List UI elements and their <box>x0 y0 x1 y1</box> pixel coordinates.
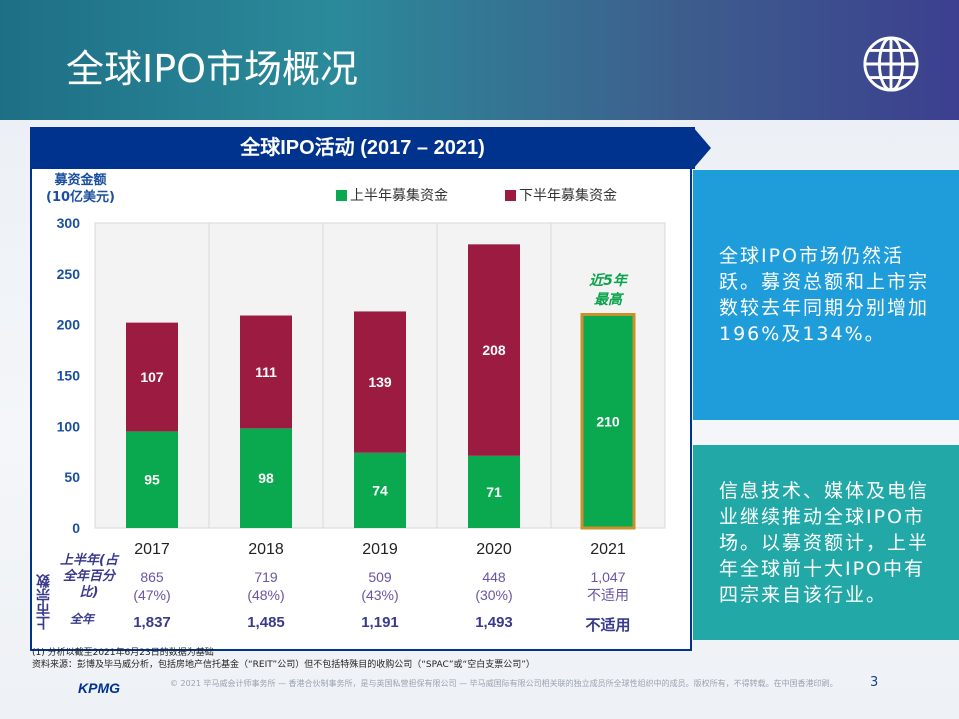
legend-h1: 上半年募集资金 <box>336 185 448 205</box>
page-number: 3 <box>870 675 879 690</box>
copyright: © 2021 毕马威会计师事务所 — 香港合伙制事务所，是与英国私营担保有限公司… <box>170 679 838 688</box>
bar-h2 <box>240 315 292 429</box>
h1-listings: 448 <box>482 569 506 585</box>
legend-label-h1: 上半年募集资金 <box>350 188 448 204</box>
y-tick-label: 250 <box>57 266 81 282</box>
header-banner <box>0 0 959 120</box>
banner-arrow <box>693 127 711 169</box>
h1-listings: 509 <box>368 569 392 585</box>
x-tick-label: 2017 <box>134 541 170 558</box>
annotation-line1: 近5年 <box>589 273 627 289</box>
h1-percent: (47%) <box>133 587 171 603</box>
footnote-1: (1) 分析以截至2021年6月23日的数据为基础 <box>32 648 214 658</box>
ylabel-line1: 募资金额 <box>54 173 107 188</box>
x-tick-label: 2019 <box>362 541 398 558</box>
full-year-listings: 1,493 <box>475 614 513 631</box>
data-label: 98 <box>258 470 274 486</box>
bar-h1 <box>468 455 520 528</box>
y-tick-label: 200 <box>57 317 81 333</box>
data-label: 208 <box>482 342 506 358</box>
bar-h1 <box>126 431 178 528</box>
legend-swatch-h2 <box>505 190 516 201</box>
panel-title: 全球IPO活动 (2017 – 2021) <box>240 137 485 159</box>
highlight-box-1: 全球IPO市场仍然活跃。募资总额和上市宗数较去年同期分别增加196%及134%。 <box>693 170 959 420</box>
y-tick-label: 100 <box>57 418 81 434</box>
x-tick-label: 2021 <box>590 541 626 558</box>
data-label: 139 <box>368 374 392 390</box>
bar-h1 <box>240 428 292 528</box>
h1-percent: 不适用 <box>587 587 629 603</box>
globe-icon <box>863 36 919 92</box>
full-year-listings: 1,191 <box>361 614 399 631</box>
listings-row-label: 上市宗数 <box>36 574 52 630</box>
bar-h2 <box>126 322 178 432</box>
y-tick-label: 50 <box>64 469 80 485</box>
kpmg-logo: KPMG <box>78 680 120 696</box>
y-tick-label: 0 <box>72 520 80 536</box>
h1-listings: 719 <box>254 569 278 585</box>
footnotes: (1) 分析以截至2021年6月23日的数据为基础资料来源：彭博及毕马威分析，包… <box>32 647 535 671</box>
full-year-listings: 不适用 <box>585 617 631 634</box>
source-note: 资料来源：彭博及毕马威分析，包括房地产信托基金（“REIT”公司）但不包括特殊目… <box>32 660 535 670</box>
y-tick-label: 300 <box>57 215 81 231</box>
annotation-line2: 最高 <box>594 292 622 308</box>
h1-listings: 1,047 <box>590 569 626 585</box>
h1-row-label: 上半年(占全年百分比) <box>60 553 118 600</box>
y-tick-label: 150 <box>57 368 81 384</box>
x-tick-label: 2020 <box>476 541 512 558</box>
bar-h1 <box>580 313 636 530</box>
h1-percent: (43%) <box>361 587 399 603</box>
data-label: 111 <box>255 364 277 380</box>
data-label: 107 <box>140 369 164 385</box>
legend-label-h2: 下半年募集资金 <box>519 188 617 204</box>
data-label: 210 <box>596 413 620 429</box>
full-year-listings: 1,837 <box>133 614 171 631</box>
bar-h2 <box>468 244 520 456</box>
full-year-row-label: 全年 <box>70 612 95 626</box>
h1-percent: (30%) <box>475 587 513 603</box>
bar-h2 <box>354 311 406 453</box>
legend-swatch-h1 <box>336 190 347 201</box>
full-year-listings: 1,485 <box>247 614 285 631</box>
ylabel-line2: (10亿美元) <box>46 190 115 205</box>
data-label: 95 <box>144 472 160 488</box>
chart-annotation: 近5年最高 <box>578 272 638 310</box>
highlight-box-2: 信息技术、媒体及电信业继续推动全球IPO市场。以募资额计，上半年全球前十大IPO… <box>693 445 959 640</box>
panel-banner <box>30 127 695 169</box>
bar-h1 <box>354 452 406 528</box>
y-axis-label: 募资金额 (10亿美元) <box>46 172 115 206</box>
legend-h2: 下半年募集资金 <box>505 185 617 205</box>
data-label: 71 <box>486 484 502 500</box>
data-label: 74 <box>372 482 388 498</box>
page-title: 全球IPO市场概况 <box>66 47 359 91</box>
x-tick-label: 2018 <box>248 541 284 558</box>
h1-listings: 865 <box>140 569 164 585</box>
h1-percent: (48%) <box>247 587 285 603</box>
